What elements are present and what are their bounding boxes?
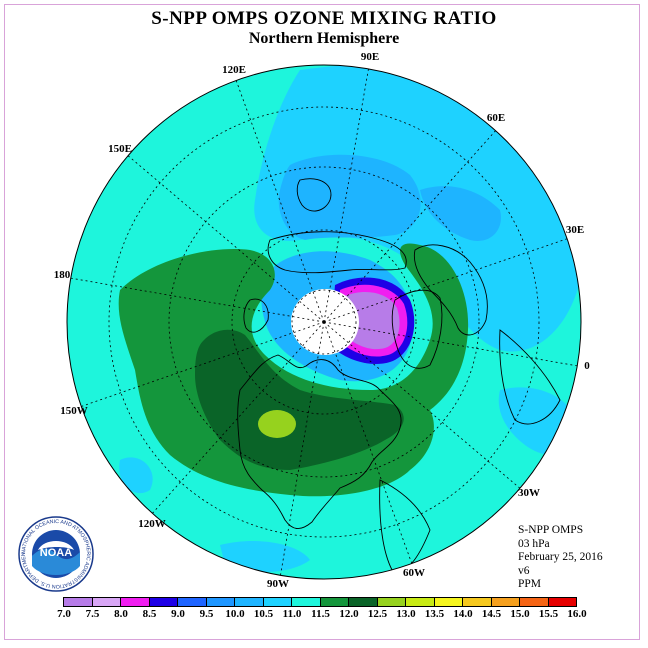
colorbar-label: 16.0: [567, 608, 587, 620]
colorbar-cell: [234, 597, 264, 607]
logo-text: NOAA: [40, 547, 72, 559]
coast-europe: [413, 244, 488, 336]
lon-label-30E: 30E: [566, 224, 584, 236]
coast-east-asia: [296, 178, 332, 212]
info-version: v6: [518, 564, 530, 577]
colorbar-label: 14.5: [481, 608, 502, 620]
colorbar-label: 8.5: [142, 608, 157, 620]
colorbar-label: 11.0: [282, 608, 302, 620]
colorbar-label: 7.5: [85, 608, 100, 620]
colorbar-cell: [519, 597, 549, 607]
colorbar-cell: [348, 597, 378, 607]
lon-label-120E: 120E: [222, 64, 246, 76]
meridian-60E: [323, 127, 499, 323]
colorbar-label: 12.0: [339, 608, 359, 620]
colorbar-label: 7.0: [57, 608, 71, 620]
ozone-field: [67, 65, 581, 579]
lon-label-180: 180: [54, 269, 71, 281]
field-band-9-5-east: [420, 186, 501, 241]
figure-frame: [4, 4, 640, 640]
colorbar-cell: [148, 597, 178, 607]
colorbar: [63, 597, 577, 607]
lon-label-150W: 150W: [60, 405, 88, 417]
colorbar-label: 9.5: [199, 608, 214, 620]
colorbar-cell: [91, 597, 121, 607]
colorbar-label: 15.5: [538, 608, 559, 620]
colorbar-cell: [319, 597, 349, 607]
coast-africa-edge: [499, 329, 561, 425]
colorbar-label: 14.0: [453, 608, 473, 620]
colorbar-label: 12.5: [367, 608, 388, 620]
colorbar-cell: [462, 597, 492, 607]
map-title: S-NPP OMPS OZONE MIXING RATIO: [151, 8, 497, 29]
info-instrument: S-NPP OMPS: [518, 524, 584, 536]
lon-label-150E: 150E: [108, 143, 132, 155]
meridian-150E: [125, 153, 325, 323]
graticule: [69, 65, 579, 579]
coast-south-america-edge: [379, 479, 431, 576]
field-patch-12-5: [258, 410, 296, 438]
colorbar-cell: [405, 597, 435, 607]
colorbar-cell: [433, 597, 463, 607]
colorbar-cell: [291, 597, 321, 607]
field-band-10-5-south: [220, 540, 310, 572]
colorbar-cell: [177, 597, 207, 607]
colorbar-label: 10.5: [253, 608, 274, 620]
colorbar-cell: [205, 597, 235, 607]
vortex-7-5: [345, 292, 400, 350]
map-subtitle: Northern Hemisphere: [248, 30, 400, 47]
lon-label-120W: 120W: [138, 518, 166, 530]
colorbar-label: 13.5: [424, 608, 445, 620]
meridian-90W: [279, 321, 325, 579]
lon-label-90E: 90E: [361, 51, 379, 63]
colorbar-label: 15.0: [510, 608, 530, 620]
field-band-10-5-west: [119, 457, 153, 494]
colorbar-cell: [547, 597, 577, 607]
colorbar-label: 9.0: [171, 608, 185, 620]
coast-north-america: [237, 354, 402, 529]
info-pressure: 03 hPa: [518, 537, 550, 550]
colorbar-label: 10.0: [225, 608, 245, 620]
lon-label-60W: 60W: [403, 567, 425, 579]
field-band-10-0: [278, 154, 421, 240]
lat-80: [291, 289, 357, 355]
coast-alaska: [243, 298, 269, 333]
lon-label-0: 0: [584, 360, 590, 372]
lon-label-90W: 90W: [267, 578, 289, 590]
colorbar-label: 13.0: [396, 608, 416, 620]
lat-40: [168, 166, 480, 478]
colorbar-cell: [120, 597, 150, 607]
meridian-30W: [323, 321, 523, 491]
field-band-12-0: [195, 329, 404, 470]
meridian-120W: [149, 321, 325, 517]
lon-label-60E: 60E: [487, 112, 505, 124]
meridian-150W: [73, 321, 325, 410]
lat-20: [108, 106, 540, 538]
meridian-90E: [323, 65, 370, 323]
lat-60: [231, 229, 417, 415]
info-date: February 25, 2016: [518, 551, 603, 563]
colorbar-cell: [376, 597, 406, 607]
coast-greenland: [391, 289, 443, 369]
colorbar-label: 11.5: [311, 608, 330, 620]
lon-label-30W: 30W: [518, 487, 540, 499]
info-units: PPM: [518, 578, 542, 590]
noaa-logo: NATIONAL OCEANIC AND ATMOSPHERIC ADMINIS…: [18, 516, 94, 592]
colorbar-cell: [63, 597, 93, 607]
colorbar-cell: [490, 597, 520, 607]
colorbar-cell: [262, 597, 292, 607]
map-boundary: [66, 64, 582, 580]
info-block: S-NPP OMPS 03 hPa February 25, 2016 v6 P…: [518, 524, 603, 592]
colorbar-label: 8.0: [114, 608, 128, 620]
